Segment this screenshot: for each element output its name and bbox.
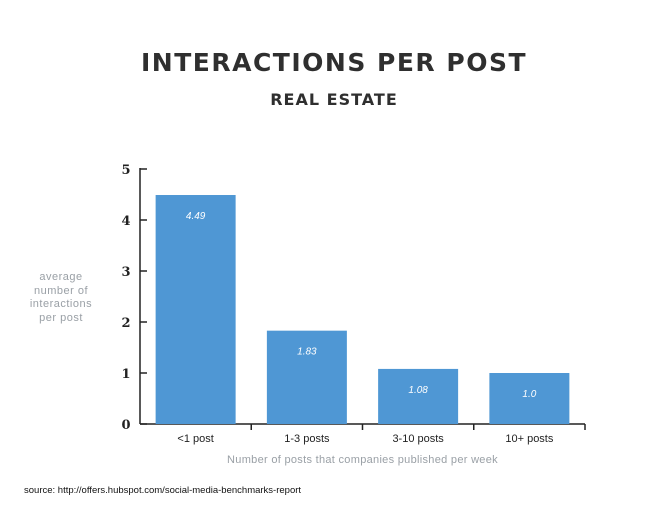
data-label: 1.83: [297, 347, 317, 358]
chart-bars: [155, 195, 570, 424]
x-tick-label: 10+ posts: [505, 433, 554, 445]
x-tick-label: 3-10 posts: [392, 433, 444, 445]
y-tick-label: 5: [121, 163, 130, 178]
y-tick-label: 1: [121, 367, 130, 382]
y-tick-label: 0: [121, 418, 130, 433]
data-label: 4.49: [186, 211, 206, 222]
y-axis-label: average number of interactions per post: [29, 271, 93, 324]
x-axis-label: Number of posts that companies published…: [227, 454, 498, 466]
x-tick-label: 1-3 posts: [284, 433, 330, 445]
data-label: 1.0: [522, 389, 536, 400]
data-label: 1.08: [408, 385, 428, 396]
bar: [378, 368, 459, 424]
chart-subtitle: REAL ESTATE: [270, 90, 398, 109]
x-tick-label: <1 post: [177, 433, 213, 445]
chart-labels: 4.49 <1 post 1.83 1-3 posts 1.08 3-10 posts 1.…: [177, 211, 553, 445]
chart-title: INTERACTIONS PER POST: [140, 48, 528, 77]
y-tick-label: 3: [121, 265, 130, 280]
y-tick-label: 4: [121, 214, 130, 229]
y-tick-label: 2: [121, 316, 130, 331]
bar: [155, 195, 236, 424]
source-note: source: http://offers.hubspot.com/social…: [24, 485, 302, 496]
bar: [266, 330, 347, 424]
bar: [489, 373, 570, 424]
